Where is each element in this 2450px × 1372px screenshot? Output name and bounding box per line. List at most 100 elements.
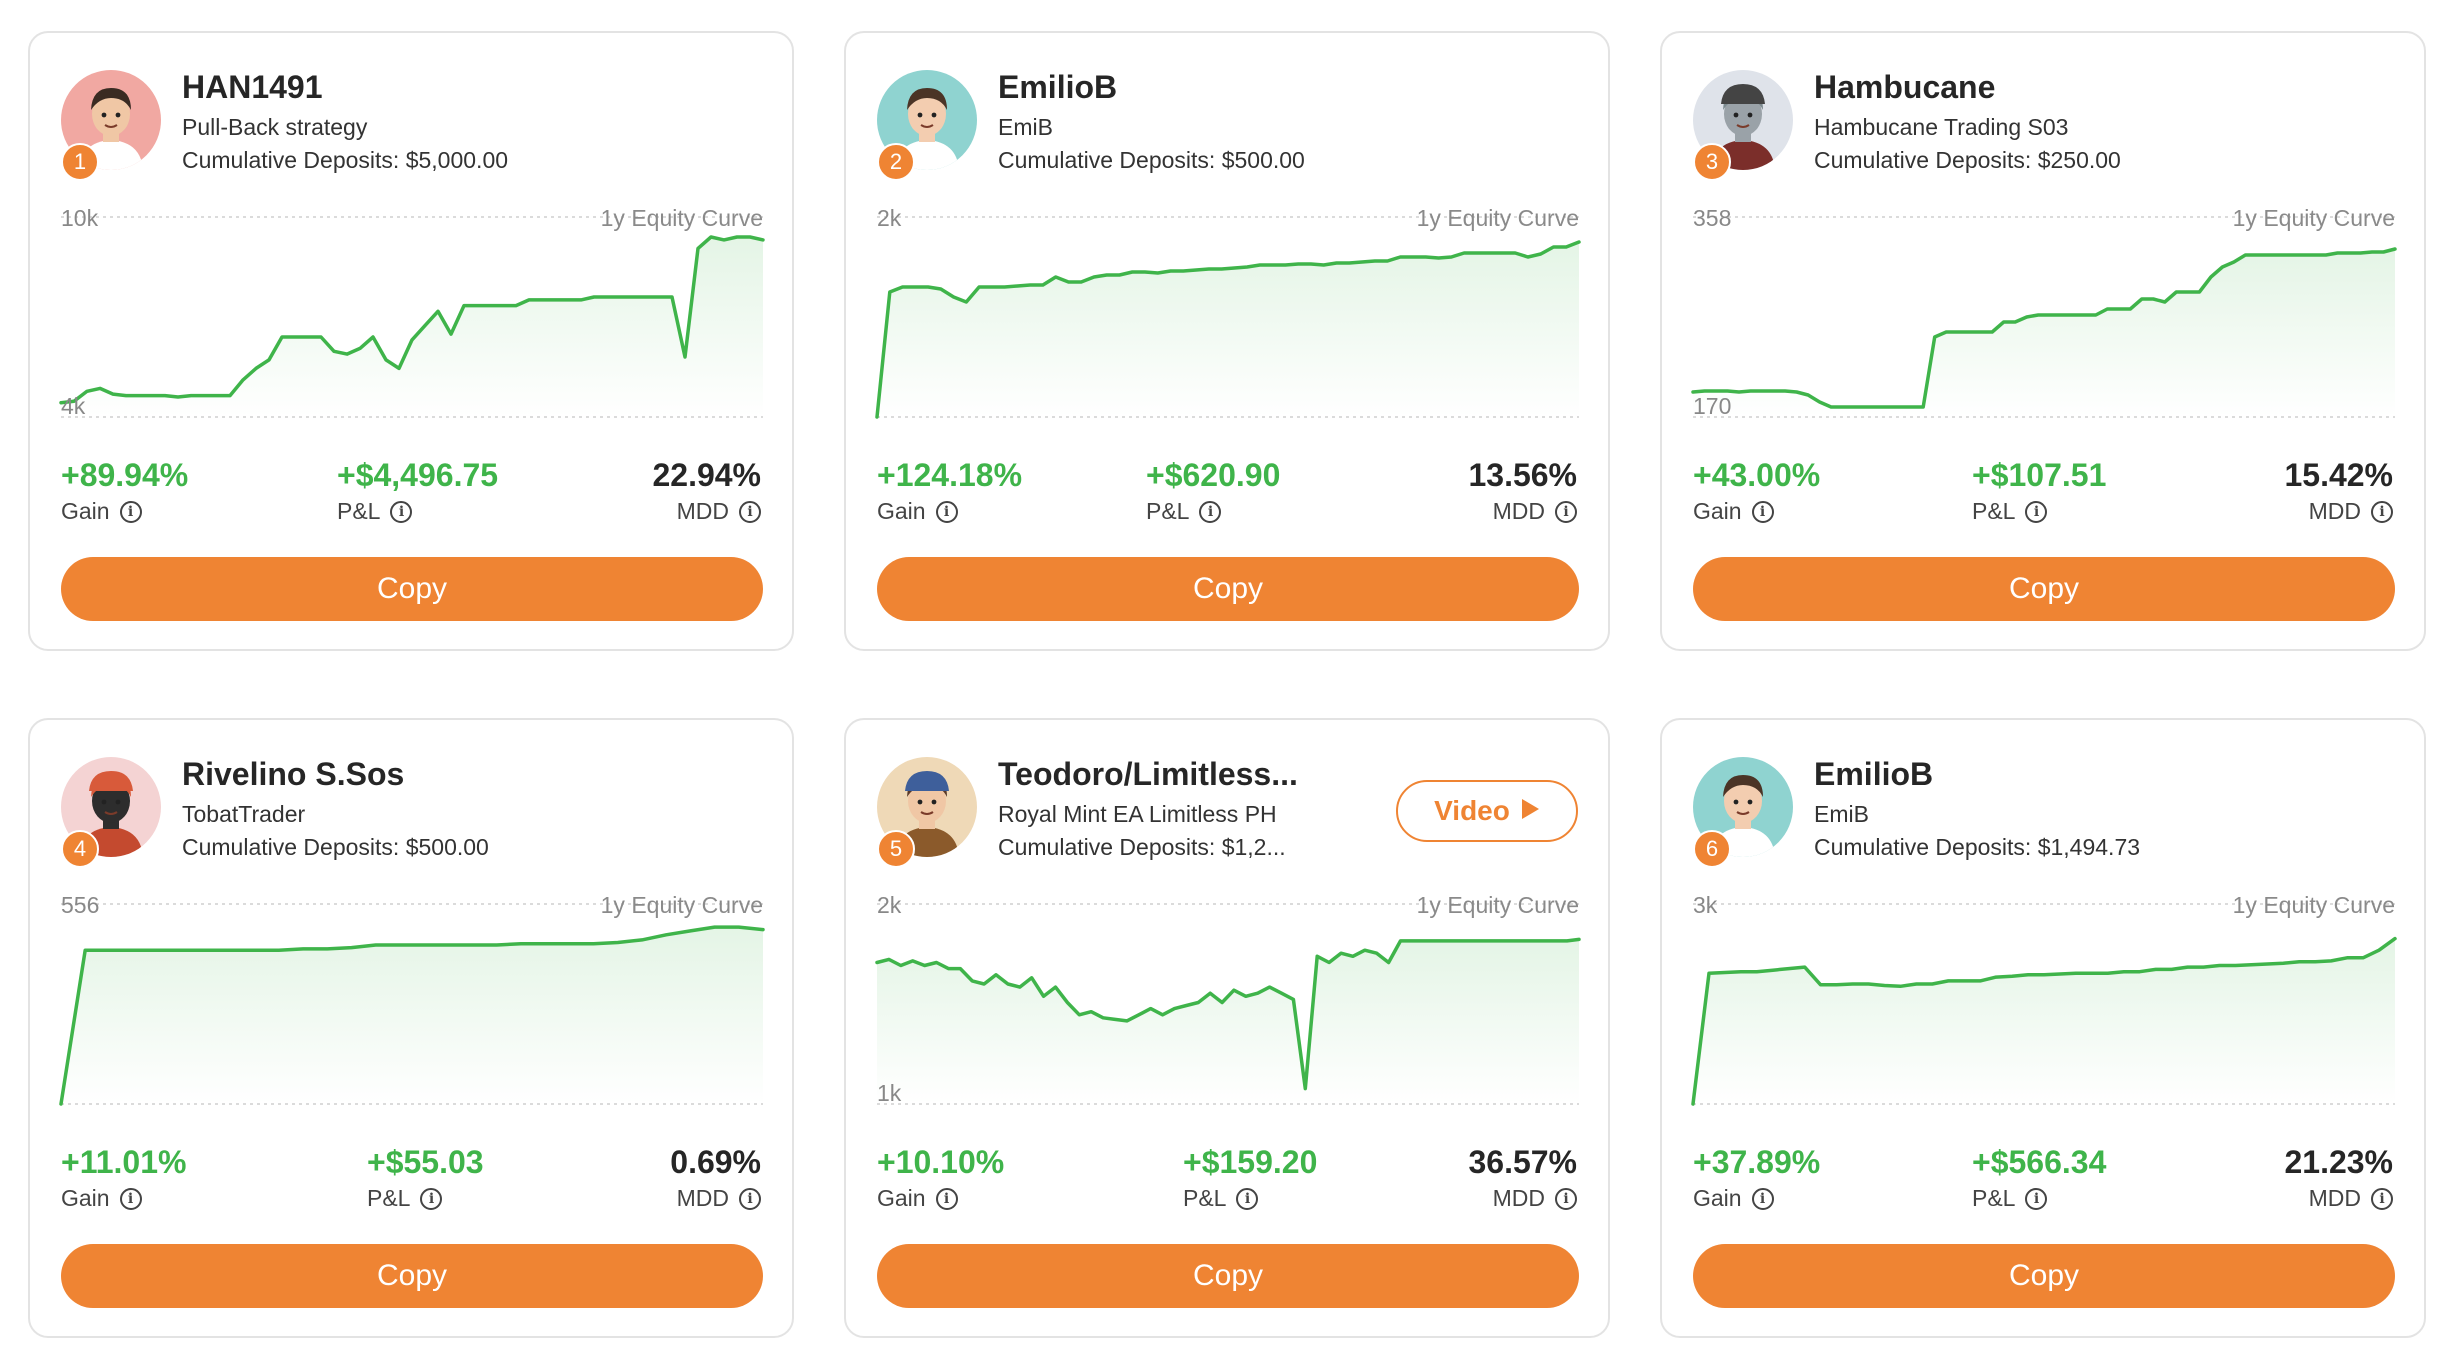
strategy-name: Hambucane Trading S03 [1814, 114, 2069, 140]
rank-badge: 1 [61, 143, 99, 181]
trader-name[interactable]: HAN1491 [182, 69, 323, 105]
mdd-label: MDD [1492, 498, 1545, 524]
equity-chart-svg [59, 903, 765, 1106]
mdd-value: 13.56% [1468, 457, 1577, 493]
info-icon[interactable]: i [935, 500, 958, 523]
gain-label: Gain [1693, 1185, 1742, 1211]
avatar-illustration [1693, 757, 1793, 857]
mdd-value: 36.57% [1468, 1144, 1577, 1180]
info-icon[interactable]: i [1555, 1187, 1577, 1210]
trader-avatar[interactable] [61, 757, 161, 857]
equity-line [875, 240, 1581, 419]
trader-avatar[interactable] [1693, 757, 1793, 857]
info-icon[interactable]: i [1199, 500, 1222, 523]
gain-stat: +10.10% Gain i [877, 1144, 1004, 1212]
info-icon[interactable]: i [1555, 500, 1577, 523]
trader-card: 4 Rivelino S.Sos TobatTrader Cumulative … [28, 718, 794, 1338]
trader-card: 3 Hambucane Hambucane Trading S03 Cumula… [1660, 31, 2426, 651]
cumulative-deposits: Cumulative Deposits: $500.00 [182, 834, 489, 860]
equity-chart-svg [875, 216, 1581, 419]
chart-y-max-label: 3k [1693, 892, 1718, 918]
gain-value: +11.01% [61, 1144, 187, 1180]
trader-card: 2 EmilioB EmiB Cumulative Deposits: $500… [844, 31, 1610, 651]
chart-title: 1y Equity Curve [2232, 892, 2395, 918]
equity-chart: 2k 1k 1y Equity Curve [875, 892, 1581, 1116]
chart-y-max-label: 2k [877, 892, 902, 918]
mdd-stat: 15.42% MDD i [2284, 457, 2393, 525]
cumulative-deposits: Cumulative Deposits: $500.00 [998, 147, 1305, 173]
rank-badge: 2 [877, 143, 915, 181]
gain-value: +10.10% [877, 1144, 1005, 1180]
pnl-value: +$55.03 [367, 1144, 484, 1180]
trader-avatar[interactable] [877, 70, 977, 170]
mdd-label: MDD [676, 498, 729, 524]
copy-button[interactable]: Copy [61, 1244, 763, 1308]
cumulative-deposits: Cumulative Deposits: $5,000.00 [182, 147, 509, 173]
mdd-value: 0.69% [670, 1144, 761, 1180]
mdd-label: MDD [1492, 1185, 1545, 1211]
copy-button[interactable]: Copy [1693, 557, 2395, 621]
equity-area [877, 242, 1579, 417]
trader-name[interactable]: Rivelino S.Sos [182, 756, 405, 792]
info-icon[interactable]: i [739, 500, 761, 523]
strategy-name: EmiB [998, 114, 1053, 140]
gain-value: +37.89% [1693, 1144, 1821, 1180]
equity-area [61, 927, 763, 1104]
info-icon[interactable]: i [420, 1187, 443, 1210]
info-icon[interactable]: i [1751, 1187, 1774, 1210]
rank-badge: 5 [877, 830, 915, 868]
pnl-value: +$566.34 [1972, 1144, 2107, 1180]
trader-name[interactable]: Hambucane [1814, 69, 1996, 105]
copy-button[interactable]: Copy [1693, 1244, 2395, 1308]
equity-area [877, 939, 1579, 1104]
mdd-label: MDD [676, 1185, 729, 1211]
info-icon[interactable]: i [739, 1187, 761, 1210]
gain-stat: +11.01% Gain i [61, 1144, 186, 1212]
trader-avatar[interactable] [877, 757, 977, 857]
info-icon[interactable]: i [119, 500, 142, 523]
pnl-stat: +$55.03 P&L i [367, 1144, 484, 1212]
equity-chart: 2k 1y Equity Curve [875, 205, 1581, 429]
video-label: Video [1434, 795, 1510, 826]
copy-button[interactable]: Copy [877, 1244, 1579, 1308]
video-button[interactable]: Video [1396, 780, 1578, 842]
info-icon[interactable]: i [2371, 500, 2393, 523]
avatar-illustration [61, 757, 161, 857]
strategy-name: EmiB [1814, 801, 1869, 827]
info-icon[interactable]: i [2371, 1187, 2393, 1210]
trader-name[interactable]: EmilioB [1814, 756, 1934, 792]
info-icon[interactable]: i [1751, 500, 1774, 523]
chart-y-min-label: 4k [61, 393, 86, 419]
info-icon[interactable]: i [390, 500, 413, 523]
pnl-stat: +$566.34 P&L i [1972, 1144, 2106, 1212]
equity-line [1691, 247, 2397, 409]
copy-button[interactable]: Copy [61, 557, 763, 621]
mdd-stat: 21.23% MDD i [2284, 1144, 2393, 1212]
mdd-label: MDD [2308, 1185, 2361, 1211]
trader-name[interactable]: EmilioB [998, 69, 1118, 105]
pnl-value: +$620.90 [1146, 457, 1281, 493]
chart-y-min-label: 170 [1693, 393, 1732, 419]
gain-value: +124.18% [877, 457, 1023, 493]
mdd-value: 21.23% [2284, 1144, 2393, 1180]
chart-title: 1y Equity Curve [1416, 892, 1579, 918]
equity-chart: 556 1y Equity Curve [59, 892, 765, 1116]
copy-button[interactable]: Copy [877, 557, 1579, 621]
cumulative-deposits: Cumulative Deposits: $1,2... [998, 834, 1286, 860]
mdd-label: MDD [2308, 498, 2361, 524]
equity-chart-svg [875, 903, 1581, 1105]
strategy-name: Royal Mint EA Limitless PH [998, 801, 1277, 827]
info-icon[interactable]: i [1236, 1187, 1259, 1210]
info-icon[interactable]: i [119, 1187, 142, 1210]
gain-label: Gain [61, 1185, 110, 1211]
pnl-value: +$4,496.75 [337, 457, 499, 493]
gain-value: +89.94% [61, 457, 189, 493]
info-icon[interactable]: i [2025, 500, 2048, 523]
equity-line [875, 937, 1581, 1091]
trader-card: 6 EmilioB EmiB Cumulative Deposits: $1,4… [1660, 718, 2426, 1338]
info-icon[interactable]: i [935, 1187, 958, 1210]
info-icon[interactable]: i [2025, 1187, 2048, 1210]
mdd-stat: 22.94% MDD i [652, 457, 761, 525]
trader-name[interactable]: Teodoro/Limitless... [998, 756, 1298, 792]
pnl-label: P&L [1972, 498, 2016, 524]
